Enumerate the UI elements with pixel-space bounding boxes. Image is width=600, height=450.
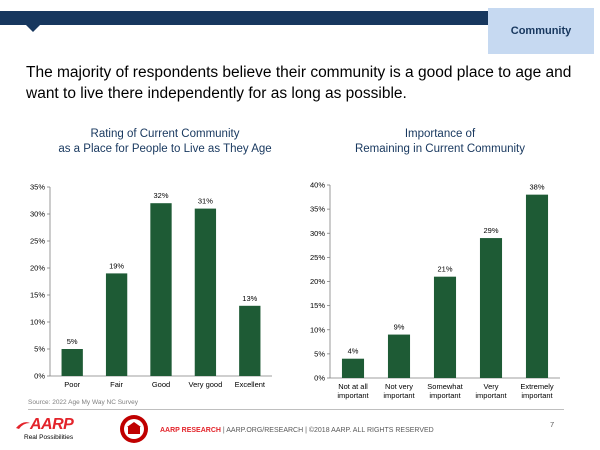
chart2-title-line2: Remaining in Current Community xyxy=(354,143,525,155)
chart2-x-tick-label: Not at all important xyxy=(337,382,369,400)
chart1-y-tick-label: 10% xyxy=(30,318,45,327)
chart1-x-tick-label: Excellent xyxy=(235,380,266,389)
chart1-bar xyxy=(150,203,172,376)
section-tag: Community xyxy=(488,8,594,54)
chart1-y-tick-label: 25% xyxy=(30,237,45,246)
chart1-x-tick-label: Very good xyxy=(189,380,223,389)
source-note: Source: 2022 Age My Way NC Survey xyxy=(28,399,138,406)
chart2-bar xyxy=(341,358,365,378)
chart2-x-tick-label: Very important xyxy=(475,382,507,400)
chart2-y-tick-label: 5% xyxy=(314,349,325,358)
chart1-y-tick-label: 20% xyxy=(30,264,45,273)
chart2-bar xyxy=(479,238,503,378)
logo-swoosh-icon xyxy=(16,422,30,429)
chart1-y-tick-label: 0% xyxy=(34,372,45,381)
chart2-y-tick-label: 40% xyxy=(310,181,325,190)
aarp-logo: AARP Real Possibilities xyxy=(16,416,116,446)
chart2-data-label: 21% xyxy=(437,265,452,274)
chart2-data-label: 9% xyxy=(394,323,405,332)
chart2-data-label: 38% xyxy=(529,183,544,192)
header-band xyxy=(0,11,488,25)
chart2-title: Importance of Remaining in Current Commu… xyxy=(335,127,545,157)
footer-copyright: AARP RESEARCH | AARP.ORG/RESEARCH | ©201… xyxy=(160,427,434,434)
chart1-title-line2: as a Place for People to Live as They Ag… xyxy=(58,143,272,155)
chart2-x-tick-label: Not very important xyxy=(383,382,415,400)
chart1-data-label: 32% xyxy=(153,191,168,200)
chart1-bar xyxy=(61,349,83,376)
chart1-x-tick-label: Good xyxy=(152,380,170,389)
chart1-y-tick-label: 15% xyxy=(30,291,45,300)
chart1-title-line1: Rating of Current Community xyxy=(90,128,240,140)
chart1-x-tick-label: Fair xyxy=(110,380,123,389)
chart1-data-label: 31% xyxy=(198,197,213,206)
chart1-data-label: 13% xyxy=(242,294,257,303)
chart2-y-tick-label: 10% xyxy=(310,325,325,334)
state-seal-icon xyxy=(120,415,148,443)
chart2-bar xyxy=(433,276,457,378)
chart2-title-line1: Importance of xyxy=(404,128,476,140)
chart2-x-tick-label: Somewhat important xyxy=(427,382,463,400)
chart2-data-label: 29% xyxy=(483,226,498,235)
chart2-data-label: 4% xyxy=(348,347,359,356)
chart1-bar xyxy=(194,208,217,376)
chart1-x-tick-label: Poor xyxy=(64,380,80,389)
chart2-y-tick-label: 15% xyxy=(310,301,325,310)
chart1-bar xyxy=(239,305,261,376)
chart1-data-label: 19% xyxy=(109,261,124,270)
chart1-title: Rating of Current Community as a Place f… xyxy=(30,127,300,157)
chart1-y-tick-label: 30% xyxy=(30,210,45,219)
chart2-y-tick-label: 0% xyxy=(314,374,325,383)
footer-brand: AARP RESEARCH xyxy=(160,427,221,434)
chart2-x-tick-label: Extremely important xyxy=(520,382,554,400)
logo-tagline: Real Possibilities xyxy=(24,434,74,441)
chart2-y-tick-label: 35% xyxy=(310,205,325,214)
header-band-notch xyxy=(26,25,40,32)
logo-wordmark: AARP xyxy=(30,416,74,433)
chart2-bar xyxy=(525,194,549,378)
chart2-y-tick-label: 30% xyxy=(310,229,325,238)
slide-headline: The majority of respondents believe thei… xyxy=(26,64,572,102)
chart2-y-tick-label: 25% xyxy=(310,253,325,262)
chart2-y-tick-label: 20% xyxy=(310,277,325,286)
footer-rest: | AARP.ORG/RESEARCH | ©2018 AARP. ALL RI… xyxy=(220,427,434,434)
chart1-bar xyxy=(105,273,128,376)
chart1-data-label: 5% xyxy=(67,337,78,346)
chart1-y-tick-label: 5% xyxy=(34,345,45,354)
page-number: 7 xyxy=(550,420,555,429)
chart2-bar xyxy=(387,334,411,378)
chart1-y-tick-label: 35% xyxy=(30,183,45,192)
footer-divider xyxy=(28,409,564,410)
